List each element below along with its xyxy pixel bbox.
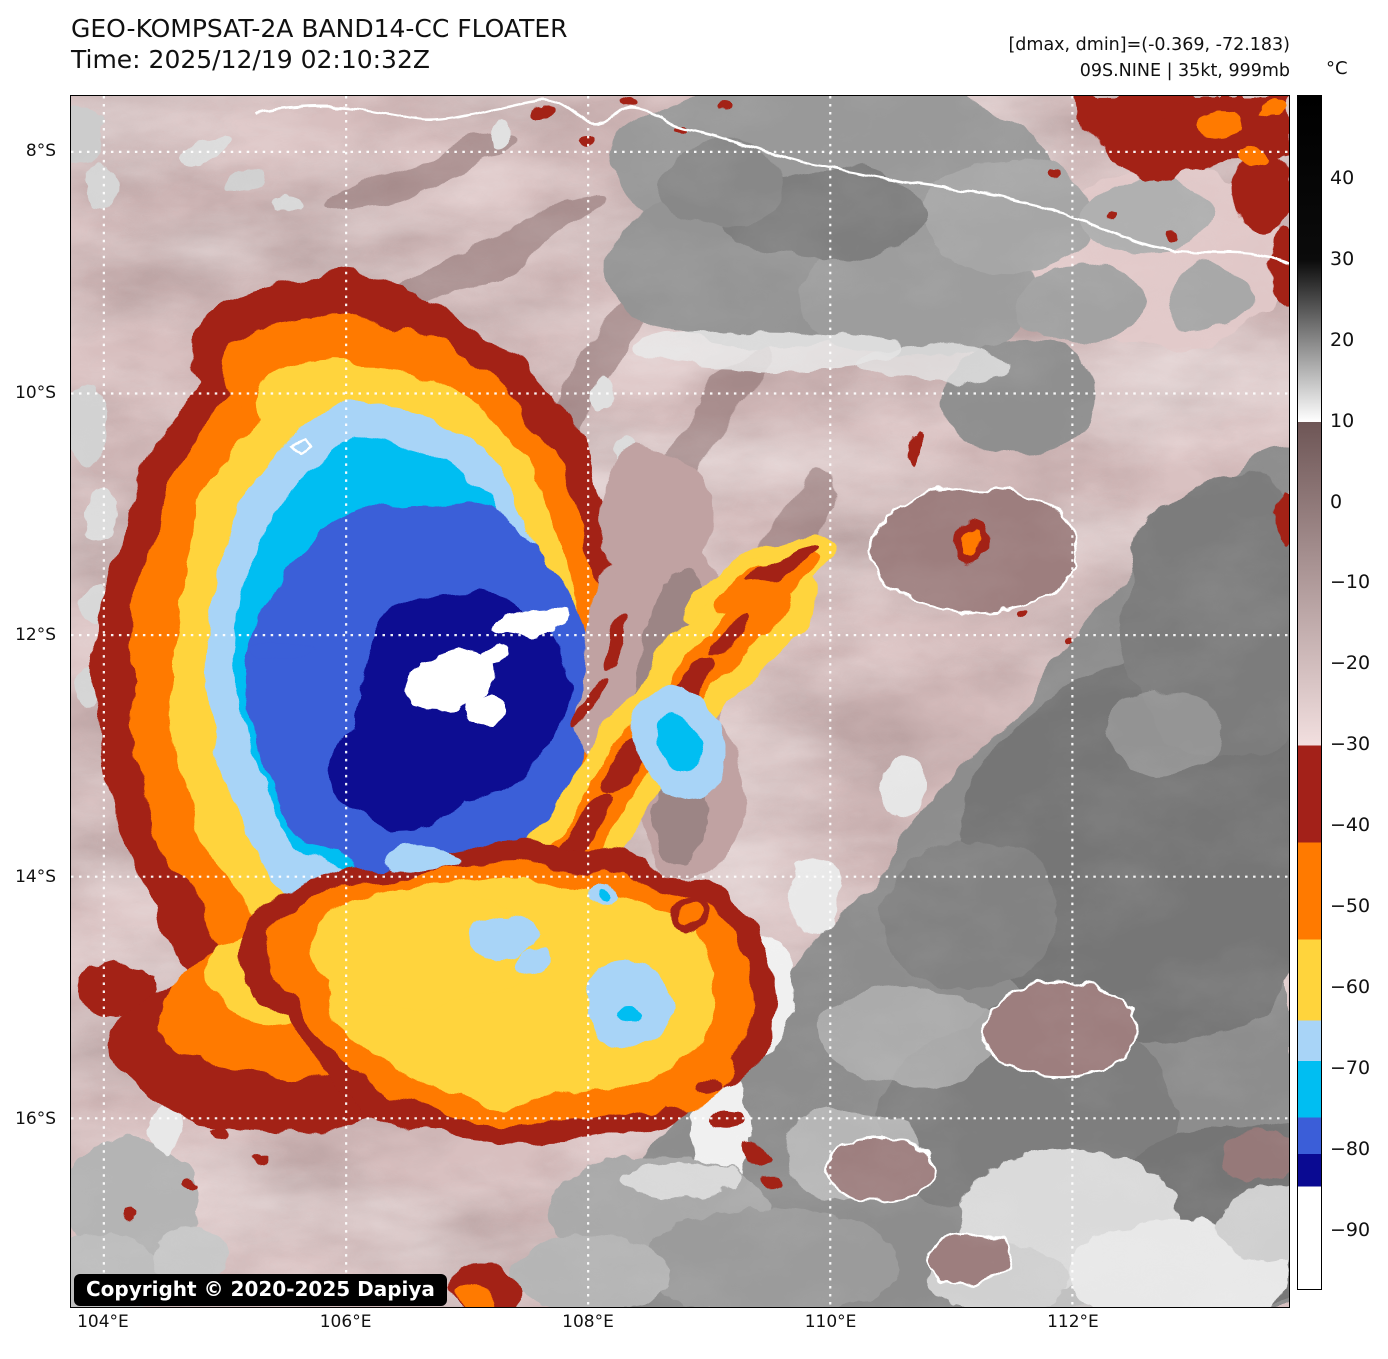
cyclone-coldest-white-tops bbox=[407, 606, 570, 726]
longitude-axis: 104°E 106°E 108°E 110°E 112°E bbox=[70, 1312, 1290, 1336]
colorbar-tick-label: 10 bbox=[1330, 409, 1355, 432]
latitude-axis: 8°S 10°S 12°S 14°S 16°S bbox=[0, 95, 62, 1308]
x-tick-label: 110°E bbox=[804, 1312, 857, 1332]
y-tick-label: 12°S bbox=[15, 625, 56, 646]
colorbar-unit-label: °C bbox=[1326, 58, 1348, 79]
x-tick-label: 106°E bbox=[319, 1312, 372, 1332]
satellite-image bbox=[71, 96, 1289, 1307]
lat-lon-gridlines bbox=[71, 96, 1289, 1307]
timestamp: Time: 2025/12/19 02:10:32Z bbox=[71, 45, 430, 74]
colorbar-tick-label: 40 bbox=[1330, 167, 1355, 190]
colorbar-tick-labels: 40 30 20 10 0 −10 −20 −30 −40 −50 −60 −70 −80 −90 bbox=[1330, 95, 1388, 1288]
colorbar-tick-label: 0 bbox=[1330, 490, 1343, 513]
page-title: GEO-KOMPSAT-2A BAND14-CC FLOATER bbox=[71, 14, 568, 43]
isolated-orange-cell bbox=[951, 520, 988, 567]
colorbar-tick-label: −30 bbox=[1330, 733, 1371, 756]
info-block: [dmax, dmin]=(-0.369, -72.183) 09S.NINE … bbox=[1008, 32, 1290, 84]
x-tick-label: 108°E bbox=[562, 1312, 614, 1332]
x-tick-label: 104°E bbox=[77, 1312, 129, 1332]
coastline bbox=[255, 98, 1289, 457]
southern-convection bbox=[240, 842, 780, 1307]
analysis-marker bbox=[288, 437, 313, 457]
title-block: GEO-KOMPSAT-2A BAND14-CC FLOATER Time: 2… bbox=[71, 13, 568, 75]
colorbar-tick-label: −40 bbox=[1330, 814, 1371, 837]
y-tick-label: 10°S bbox=[15, 383, 56, 404]
colorbar-tick-label: −20 bbox=[1330, 652, 1371, 675]
satellite-map-figure: Copyright © 2020-2025 Dapiya bbox=[70, 95, 1290, 1308]
colorbar-tick-label: 20 bbox=[1330, 328, 1355, 351]
y-tick-label: 8°S bbox=[25, 141, 56, 162]
dmax-dmin-readout: [dmax, dmin]=(-0.369, -72.183) bbox=[1008, 35, 1290, 55]
colorbar-tick-label: −60 bbox=[1330, 976, 1371, 998]
y-tick-label: 16°S bbox=[15, 1109, 56, 1129]
storm-intensity-readout: 09S.NINE | 35kt, 999mb bbox=[1079, 61, 1290, 81]
colorbar-tick-label: −90 bbox=[1330, 1218, 1371, 1241]
colorbar-tick-label: 30 bbox=[1330, 247, 1355, 270]
colorbar-tick-label: −50 bbox=[1330, 895, 1371, 918]
copyright-badge: Copyright © 2020-2025 Dapiya bbox=[74, 1274, 447, 1306]
colorbar-tick-label: −70 bbox=[1330, 1056, 1371, 1079]
colorbar-tick-label: −10 bbox=[1330, 571, 1371, 594]
x-tick-label: 112°E bbox=[1047, 1312, 1099, 1332]
y-tick-label: 14°S bbox=[15, 867, 56, 888]
colorbar bbox=[1297, 95, 1322, 1290]
colorbar-tick-label: −80 bbox=[1330, 1137, 1371, 1160]
